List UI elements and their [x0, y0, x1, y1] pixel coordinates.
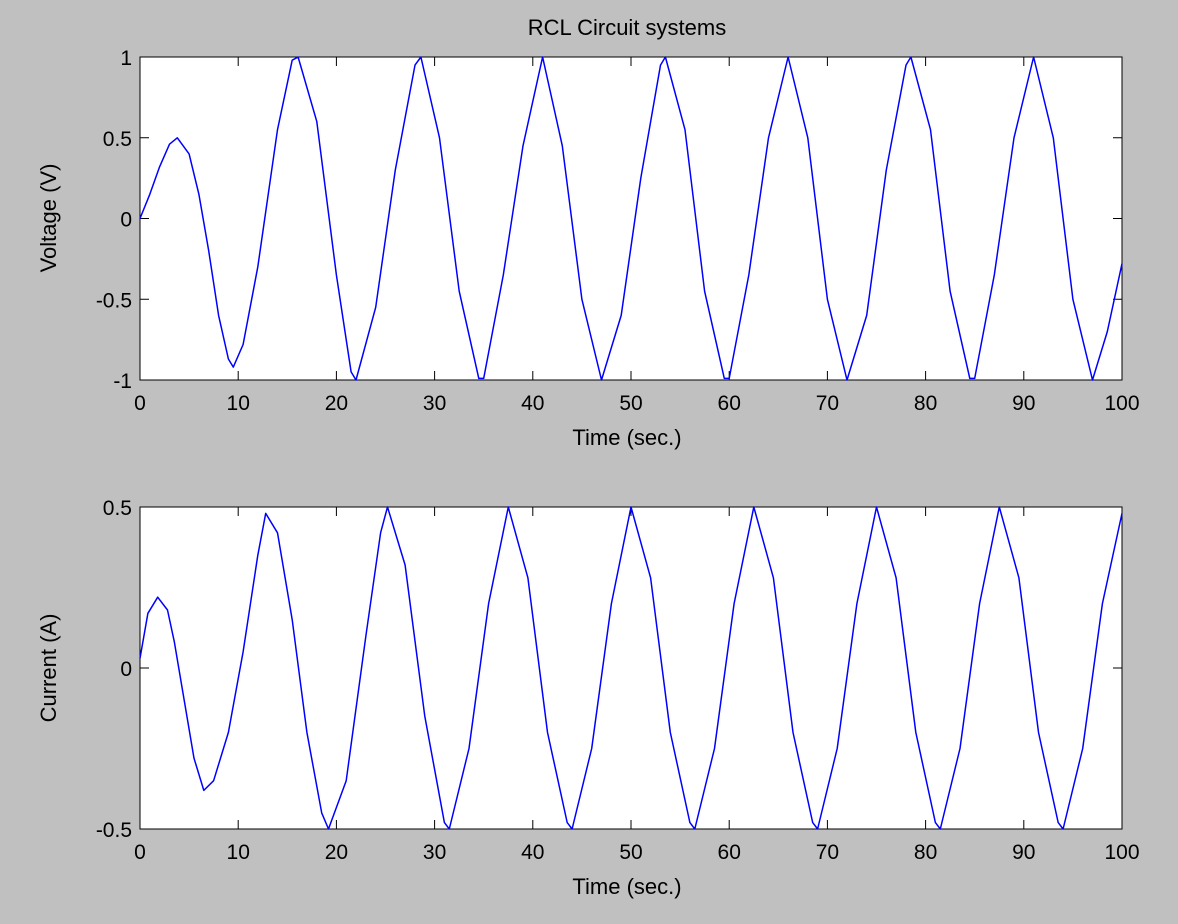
x-ticks-current: 0 10 20 30 40 50 60 70 80 90 100	[134, 507, 1140, 864]
x-tick-label: 70	[816, 392, 839, 415]
x-tick-label: 30	[423, 841, 446, 864]
x-tick-label: 90	[1012, 392, 1035, 415]
x-tick-label: 90	[1012, 841, 1035, 864]
x-tick-label: 60	[718, 392, 741, 415]
x-tick-label: 10	[227, 841, 250, 864]
y-tick-label: 0.5	[103, 128, 132, 151]
current-line	[139, 506, 1123, 830]
y-tick-label: 1	[120, 47, 132, 70]
x-tick-label: 40	[521, 841, 544, 864]
y-tick-label: -0.5	[96, 289, 132, 312]
y-axis-label-current: Current (A)	[36, 614, 61, 723]
chart-title: RCL Circuit systems	[528, 15, 726, 40]
x-tick-label: 80	[914, 392, 937, 415]
x-tick-label: 0	[134, 841, 146, 864]
x-axis-label-current: Time (sec.)	[572, 874, 681, 899]
x-tick-label: 80	[914, 841, 937, 864]
y-axis-label-voltage: Voltage (V)	[36, 164, 61, 273]
x-tick-label: 100	[1104, 392, 1139, 415]
x-tick-label: 20	[325, 841, 348, 864]
x-axis-label-voltage: Time (sec.)	[572, 425, 681, 450]
y-tick-label: -0.5	[96, 819, 132, 842]
voltage-line	[139, 56, 1123, 381]
y-tick-label: -1	[113, 370, 132, 393]
y-ticks-current: -0.5 0 0.5	[96, 497, 1122, 842]
x-tick-label: 50	[619, 841, 642, 864]
x-tick-label: 30	[423, 392, 446, 415]
axes-voltage	[139, 56, 1123, 381]
x-tick-label: 10	[227, 392, 250, 415]
x-tick-label: 0	[134, 392, 146, 415]
x-tick-label: 100	[1104, 841, 1139, 864]
x-tick-label: 20	[325, 392, 348, 415]
axes-current	[139, 506, 1123, 830]
subplot-current: 0 10 20 30 40 50 60 70 80 90 100 -0.500.5 Time (se…	[36, 497, 1140, 899]
y-ticks-voltage: -1 -0.5 0 0.5 1	[96, 47, 1122, 393]
subplot-voltage: RCL Circuit systems 0 10 20 30 40 50 60 70 80 90 1…	[36, 15, 1140, 450]
x-tick-label: 70	[816, 841, 839, 864]
y-tick-label: 0	[120, 658, 132, 681]
x-ticks-voltage: 0 10 20 30 40 50 60 70 80 90 100	[134, 57, 1140, 415]
x-tick-label: 60	[718, 841, 741, 864]
y-tick-label: 0.5	[103, 497, 132, 520]
x-tick-label: 40	[521, 392, 544, 415]
x-tick-label: 50	[619, 392, 642, 415]
y-tick-label: 0	[120, 209, 132, 232]
